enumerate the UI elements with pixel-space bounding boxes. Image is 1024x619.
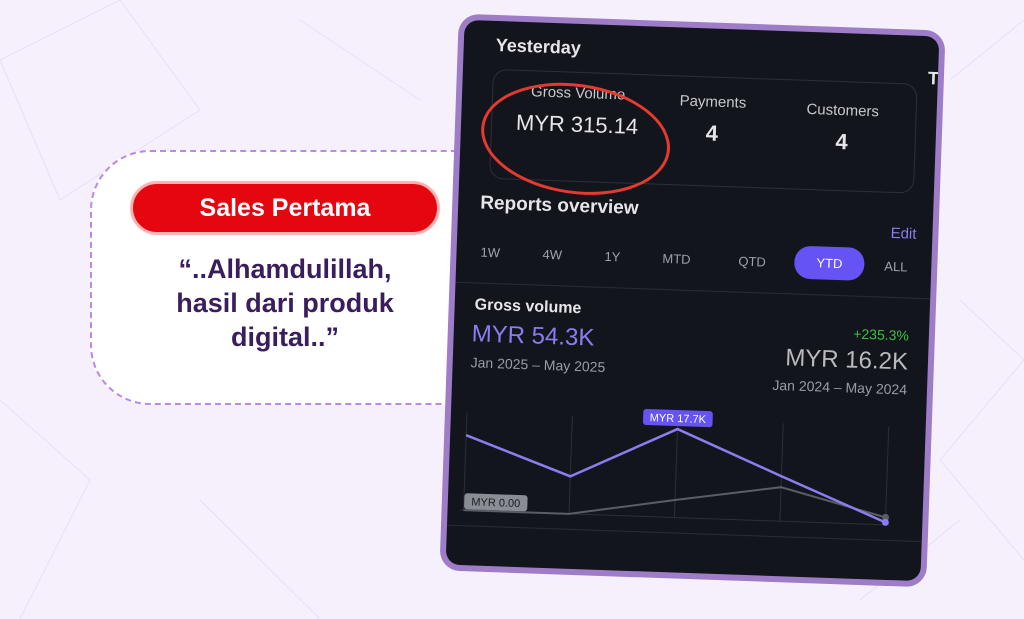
peak-label-bg: [642, 408, 713, 428]
tab-mtd[interactable]: MTD: [662, 250, 691, 267]
next-card-peek: T: [927, 68, 940, 89]
tab-4w[interactable]: 4W: [542, 246, 563, 263]
gross-volume-change: +235.3%: [852, 325, 910, 344]
zero-label-bg: [464, 493, 528, 512]
tab-qtd[interactable]: QTD: [738, 253, 767, 270]
tab-1w[interactable]: 1W: [480, 244, 501, 261]
app-screenshot: Yesterday T Gross Volume MYR 315.14 Paym…: [445, 19, 940, 582]
peak-label: MYR 17.7K: [650, 412, 707, 426]
reports-title: Reports overview: [479, 192, 639, 220]
sales-badge: Sales Pertama: [130, 181, 440, 235]
series-end-point: [881, 518, 889, 526]
stat-payments: Payments 4: [656, 92, 768, 149]
testimonial-quote: “..Alhamdulillah, hasil dari produk digi…: [120, 252, 450, 354]
series-line-current: [465, 427, 886, 524]
gross-volume-current: MYR 54.3K: [471, 320, 595, 352]
tab-ytd[interactable]: YTD: [793, 245, 865, 281]
grid-line: [779, 423, 784, 522]
quote-line: digital..”: [231, 322, 339, 352]
zero-label: MYR 0.00: [471, 496, 520, 510]
period-tabs: 1W 4W 1Y MTD QTD YTD ALL: [476, 234, 917, 285]
grid-line: [463, 412, 468, 511]
tab-all[interactable]: ALL: [884, 258, 908, 275]
gross-volume-chart[interactable]: MYR 17.7K MYR 0.00: [459, 392, 903, 527]
divider: [446, 524, 922, 543]
section-title: Yesterday: [495, 34, 582, 58]
stat-value: 4: [835, 128, 849, 155]
series-end-point: [882, 513, 890, 521]
stat-label: Customers: [806, 100, 880, 121]
divider: [455, 281, 931, 300]
gross-volume-previous-range: Jan 2024 – May 2024: [772, 376, 908, 398]
gross-volume-current-range: Jan 2025 – May 2025: [470, 354, 606, 375]
series-line-previous: [463, 486, 886, 519]
quote-line: hasil dari produk: [176, 288, 394, 318]
tab-1y[interactable]: 1Y: [604, 248, 621, 265]
grid-line: [568, 415, 573, 514]
gross-volume-title: Gross volume: [474, 296, 582, 318]
grid-line: [673, 419, 679, 518]
quote-line: “..Alhamdulillah,: [178, 254, 392, 284]
gross-volume-previous: MYR 16.2K: [784, 344, 909, 376]
stat-value: 4: [705, 120, 719, 146]
edit-button[interactable]: Edit: [890, 224, 917, 243]
stat-customers: Customers 4: [781, 100, 903, 157]
stat-label: Payments: [679, 92, 747, 112]
grid-line: [884, 426, 890, 525]
